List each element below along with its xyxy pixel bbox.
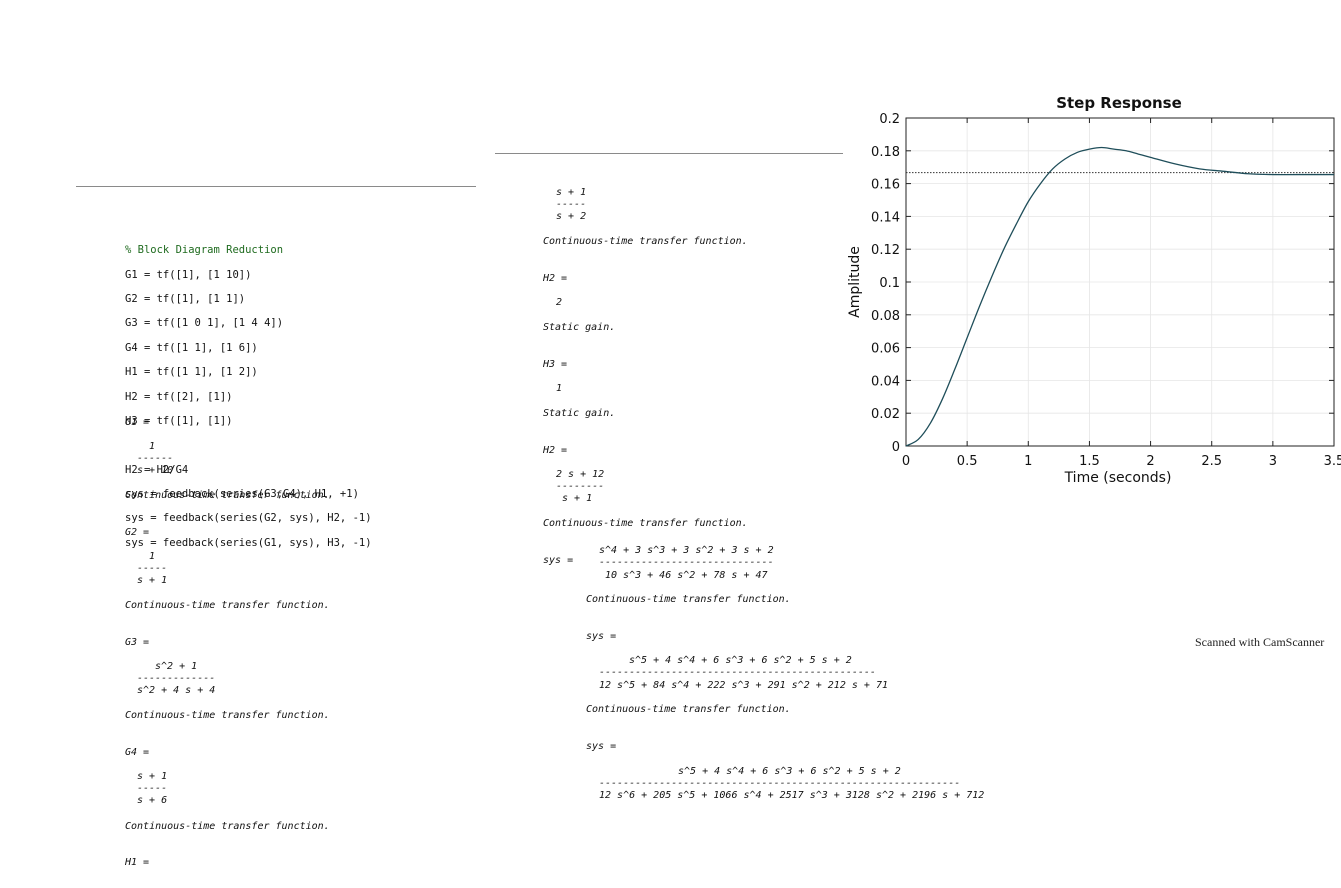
y-tick-label: 0.08 bbox=[871, 309, 900, 324]
h2-note: Static gain. bbox=[543, 322, 616, 333]
code-line: sys = feedback(series(G2, sys), H2, -1) bbox=[125, 512, 372, 525]
sys1-note: Continuous-time transfer function. bbox=[586, 594, 791, 605]
code-line: G1 = tf([1], [1 10]) bbox=[125, 268, 252, 281]
sys3-label: sys = bbox=[586, 741, 617, 752]
g4-numerator: s + 1 bbox=[137, 771, 168, 782]
g1-denominator: s + 10 bbox=[137, 465, 174, 476]
x-tick-label: 2 bbox=[1146, 454, 1154, 469]
x-tick-label: 0 bbox=[902, 454, 910, 469]
code-line: G3 = tf([1 0 1], [1 4 4]) bbox=[125, 317, 284, 330]
y-tick-label: 0.04 bbox=[871, 374, 900, 389]
divider-middle bbox=[495, 153, 843, 154]
x-tick-label: 1.5 bbox=[1079, 454, 1100, 469]
y-tick-label: 0.14 bbox=[871, 210, 900, 225]
sys1-fraction-bar: ----------------------------- bbox=[599, 557, 774, 568]
sys1-numerator: s^4 + 3 s^3 + 3 s^2 + 3 s + 2 bbox=[599, 545, 774, 556]
h1-note: Continuous-time transfer function. bbox=[543, 236, 748, 247]
g3-denominator: s^2 + 4 s + 4 bbox=[137, 685, 216, 696]
y-tick-label: 0.16 bbox=[871, 178, 900, 193]
x-tick-label: 1 bbox=[1024, 454, 1032, 469]
sys2-note: Continuous-time transfer function. bbox=[586, 704, 791, 715]
x-tick-label: 0.5 bbox=[957, 454, 978, 469]
g3-label: G3 = bbox=[125, 637, 150, 648]
g1-note: Continuous-time transfer function. bbox=[125, 490, 330, 501]
h3-note: Static gain. bbox=[543, 408, 616, 419]
sys2-denominator: 12 s^5 + 84 s^4 + 222 s^3 + 291 s^2 + 21… bbox=[599, 680, 888, 691]
g1-numerator: 1 bbox=[149, 441, 156, 452]
code-comment: % Block Diagram Reduction bbox=[125, 244, 284, 257]
code-line: H2 = tf([2], [1]) bbox=[125, 390, 233, 403]
h2b-denominator: s + 1 bbox=[562, 493, 593, 504]
y-tick-label: 0.18 bbox=[871, 145, 900, 160]
sys2-numerator: s^5 + 4 s^4 + 6 s^3 + 6 s^2 + 5 s + 2 bbox=[629, 655, 852, 666]
code-line: H1 = tf([1 1], [1 2]) bbox=[125, 366, 258, 379]
x-axis-label: Time (seconds) bbox=[1064, 470, 1172, 486]
divider-left bbox=[76, 186, 476, 187]
g4-label: G4 = bbox=[125, 747, 150, 758]
y-tick-label: 0.2 bbox=[879, 112, 900, 127]
h3-label: H3 = bbox=[543, 359, 568, 370]
code-line: H3 = tf([1], [1]) bbox=[125, 415, 233, 428]
code-block: % Block Diagram Reduction G1 = tf([1], [… bbox=[125, 232, 372, 561]
g3-numerator: s^2 + 1 bbox=[155, 661, 198, 672]
g3-note: Continuous-time transfer function. bbox=[125, 710, 330, 721]
sys3-numerator: s^5 + 4 s^4 + 6 s^3 + 6 s^2 + 5 s + 2 bbox=[678, 766, 901, 777]
g2-label: G2 = bbox=[125, 527, 150, 538]
y-tick-label: 0 bbox=[892, 440, 900, 455]
g2-fraction-bar: ----- bbox=[137, 563, 168, 574]
sys2-fraction-bar: ----------------------------------------… bbox=[599, 667, 876, 678]
sys1-denominator: 10 s^3 + 46 s^2 + 78 s + 47 bbox=[605, 570, 768, 581]
h2-label: H2 = bbox=[543, 273, 568, 284]
h2b-numerator: 2 s + 12 bbox=[556, 469, 605, 480]
code-line: sys = feedback(series(G3,G4), H1, +1) bbox=[125, 488, 359, 501]
h2-value: 2 bbox=[556, 297, 563, 308]
y-tick-label: 0.06 bbox=[871, 342, 900, 357]
sys1-label: sys = bbox=[543, 555, 574, 566]
h1-label: H1 = bbox=[125, 857, 150, 868]
g2-numerator: 1 bbox=[149, 551, 156, 562]
x-tick-label: 3.5 bbox=[1324, 454, 1341, 469]
g4-fraction-bar: ----- bbox=[137, 783, 168, 794]
g1-label: G1 = bbox=[125, 417, 150, 428]
h1-fraction-bar: ----- bbox=[556, 199, 587, 210]
y-axis-label: Amplitude bbox=[847, 246, 863, 318]
sys3-denominator: 12 s^6 + 205 s^5 + 1066 s^4 + 2517 s^3 +… bbox=[599, 790, 985, 801]
camscanner-watermark: Scanned with CamScanner bbox=[1195, 635, 1325, 649]
h2b-note: Continuous-time transfer function. bbox=[543, 518, 748, 529]
g1-fraction-bar: ------ bbox=[137, 453, 174, 464]
code-line: sys = feedback(series(G1, sys), H3, -1) bbox=[125, 536, 372, 549]
y-tick-label: 0.02 bbox=[871, 407, 900, 422]
y-tick-label: 0.12 bbox=[871, 243, 900, 258]
h3-value: 1 bbox=[556, 383, 563, 394]
h1-denominator: s + 2 bbox=[556, 211, 587, 222]
sys2-label: sys = bbox=[586, 631, 617, 642]
sys3-fraction-bar: ----------------------------------------… bbox=[599, 778, 961, 789]
step-response-chart: Step Response Time (seconds) Amplitude 0… bbox=[847, 94, 1341, 486]
x-tick-label: 2.5 bbox=[1201, 454, 1222, 469]
g3-fraction-bar: ------------- bbox=[137, 673, 216, 684]
h2b-label: H2 = bbox=[543, 445, 568, 456]
g4-denominator: s + 6 bbox=[137, 795, 168, 806]
g2-denominator: s + 1 bbox=[137, 575, 168, 586]
code-line: G2 = tf([1], [1 1]) bbox=[125, 293, 246, 306]
code-line: G4 = tf([1 1], [1 6]) bbox=[125, 341, 258, 354]
h2b-fraction-bar: -------- bbox=[556, 481, 605, 492]
g4-note: Continuous-time transfer function. bbox=[125, 821, 330, 832]
step-response-curve bbox=[905, 146, 1334, 447]
y-tick-label: 0.1 bbox=[879, 276, 900, 291]
h1-numerator: s + 1 bbox=[556, 187, 587, 198]
code-line: H2 = H2/G4 bbox=[125, 463, 189, 476]
chart-title: Step Response bbox=[1056, 94, 1182, 112]
g2-note: Continuous-time transfer function. bbox=[125, 600, 330, 611]
x-tick-label: 3 bbox=[1269, 454, 1277, 469]
